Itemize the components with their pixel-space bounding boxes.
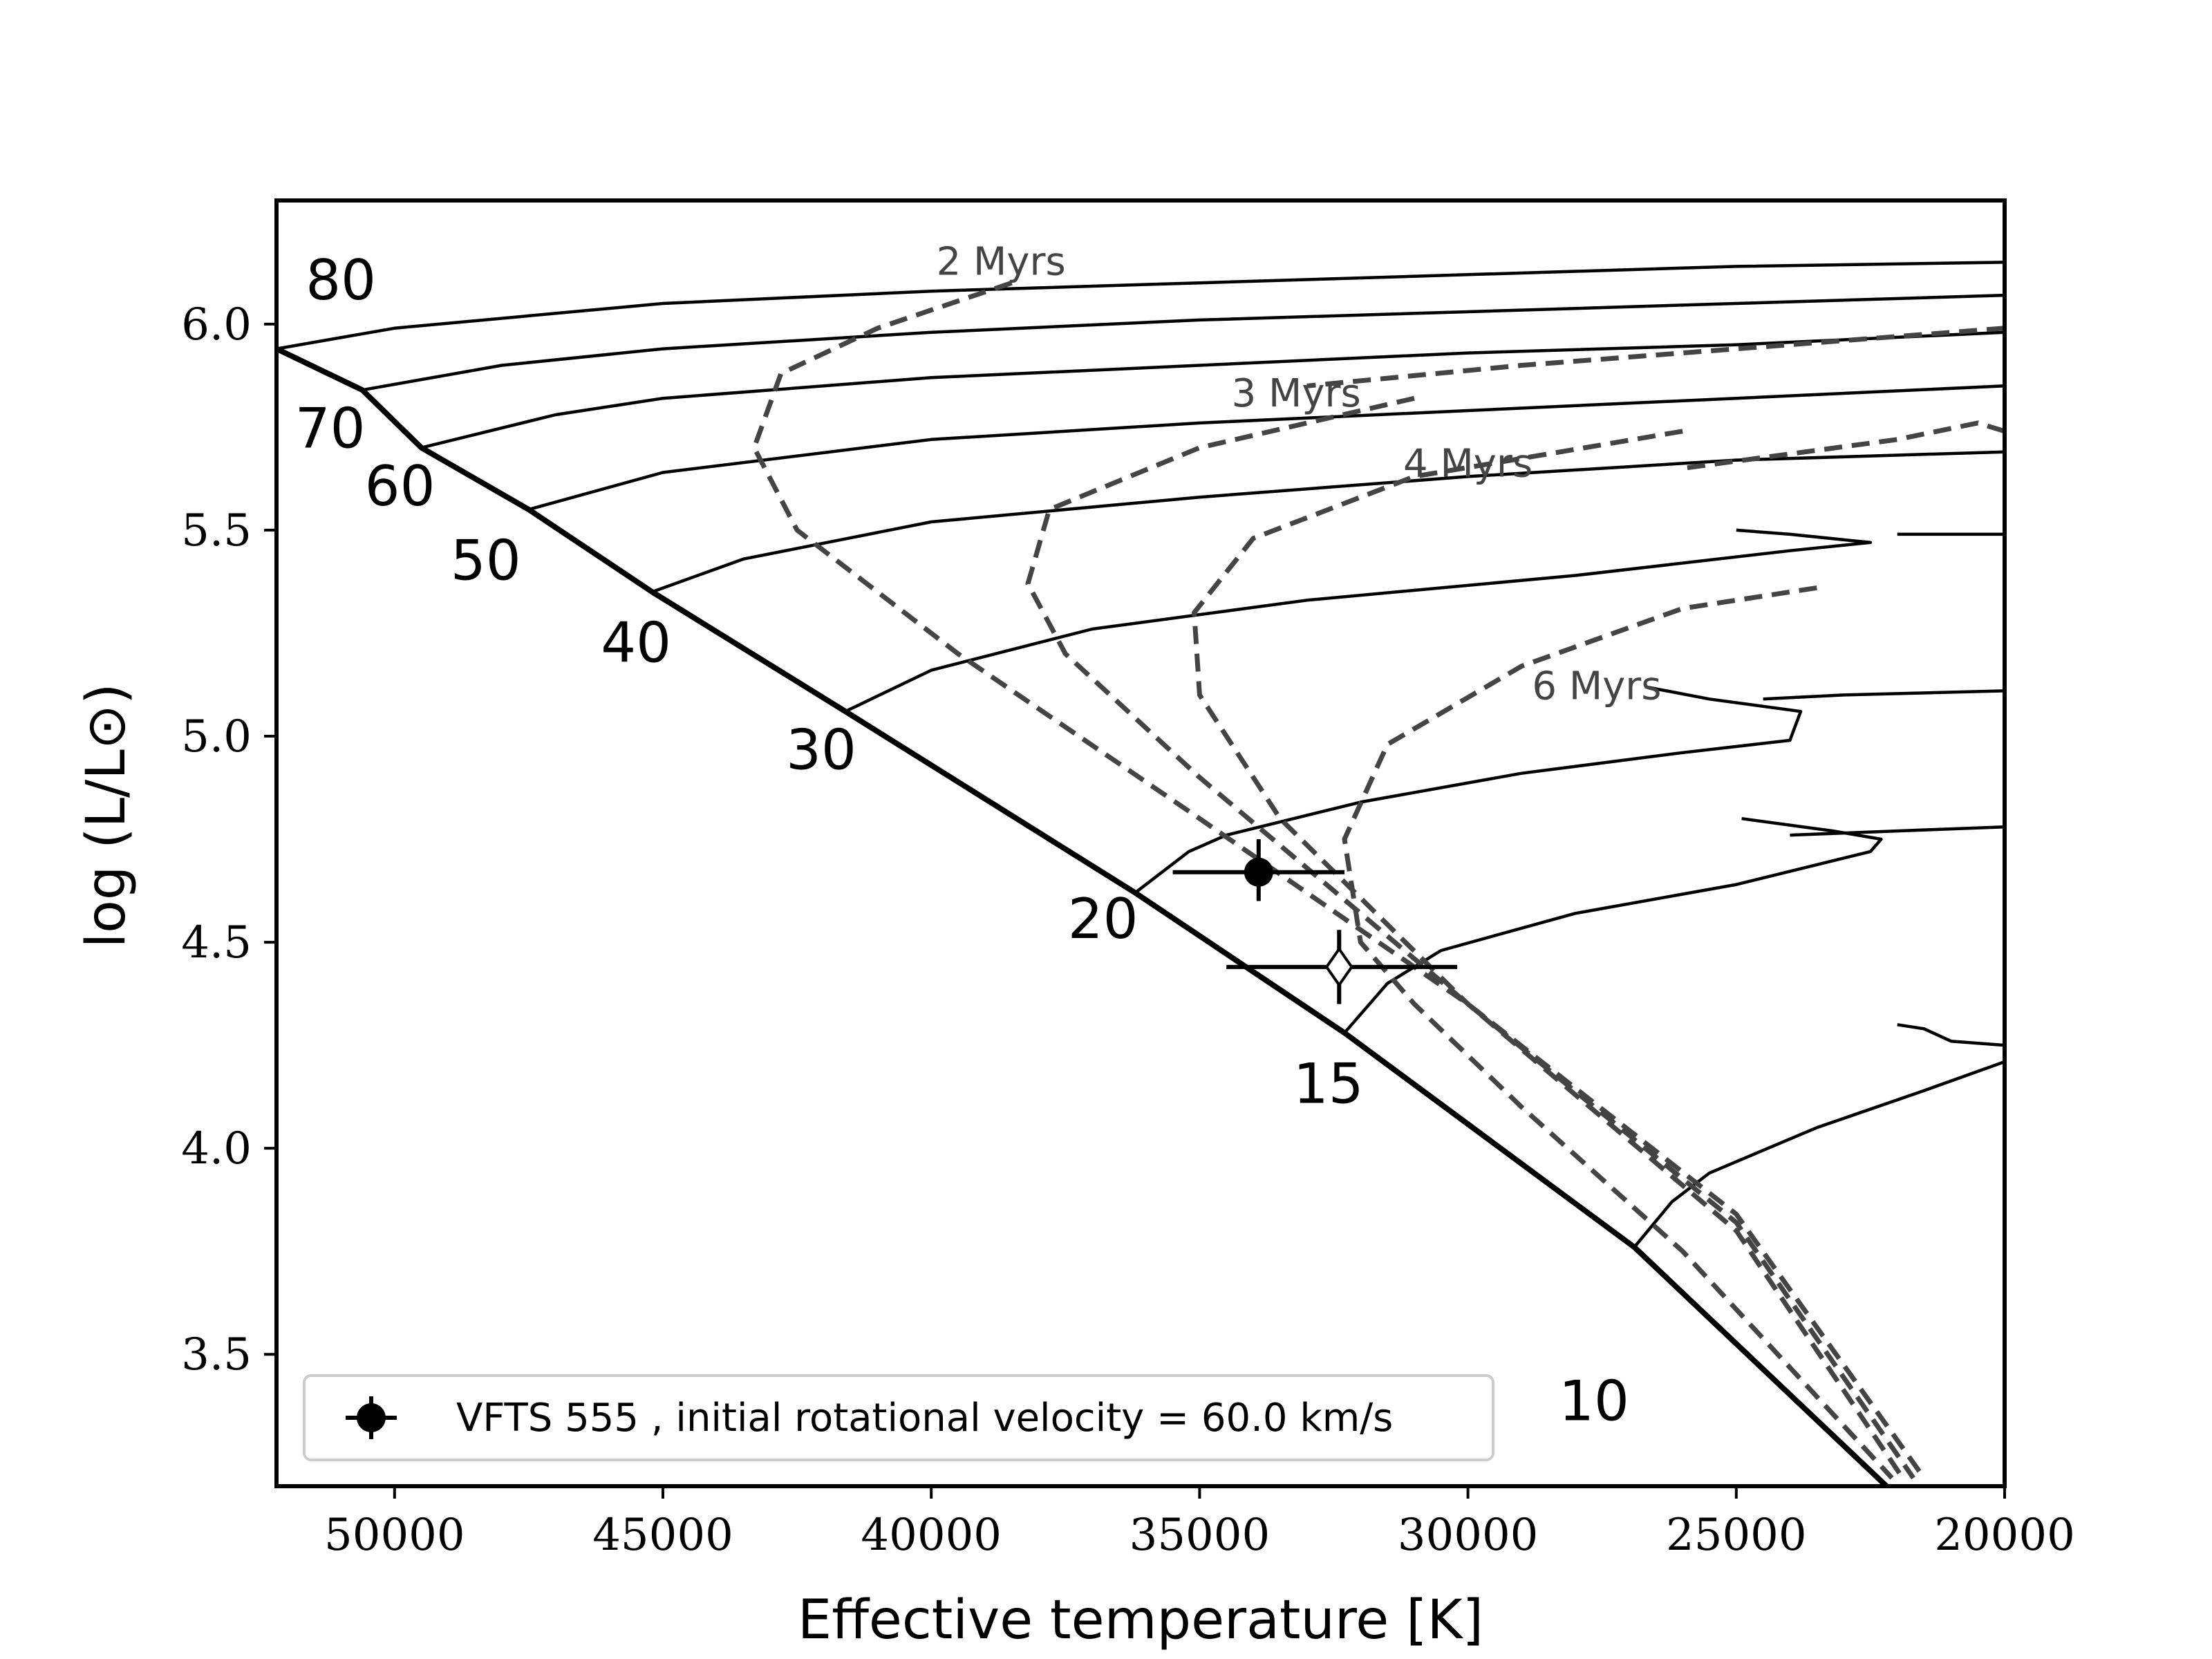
x-tick-label: 25000	[1666, 1510, 1807, 1561]
track-line	[528, 384, 2005, 512]
legend-marker	[357, 1403, 386, 1432]
track-line	[362, 293, 2005, 392]
y-tick-label: 3.5	[181, 1329, 252, 1380]
y-tick-label: 4.5	[181, 917, 252, 968]
y-tick-label: 4.0	[181, 1123, 252, 1174]
mass-label: 80	[306, 248, 376, 312]
track-line	[1343, 816, 1883, 1034]
x-axis-title: Effective temperature [K]	[798, 1589, 1483, 1651]
track-line	[1790, 825, 2005, 837]
x-tick-label: 30000	[1398, 1510, 1539, 1561]
chart-lines	[276, 261, 2005, 1486]
isochrone-line	[1682, 420, 2005, 471]
isochrone-label: 3 Myrs	[1232, 371, 1361, 416]
legend: VFTS 555 , initial rotational velocity =…	[303, 1374, 1494, 1461]
y-tick-label: 5.0	[181, 711, 252, 762]
track-line	[651, 450, 2005, 594]
isochrone-label: 2 Myrs	[937, 239, 1066, 284]
mass-label: 15	[1293, 1052, 1364, 1116]
x-tick-label: 35000	[1130, 1510, 1271, 1561]
zams-line	[276, 346, 1888, 1486]
x-tick-label: 20000	[1934, 1510, 2075, 1561]
track-line	[276, 261, 2005, 350]
isochrone-label: 4 Myrs	[1403, 441, 1533, 486]
isochrone-line	[1306, 326, 2005, 388]
chart-points	[1172, 839, 1458, 1004]
chart-axes: 50000 45000 40000 35000 30000 25000 20000 3.5 4.…	[181, 198, 2075, 1561]
model-point-marker	[1324, 946, 1353, 988]
track-line	[1633, 1060, 2005, 1248]
track-line	[1134, 685, 1803, 894]
track-line	[1897, 1023, 2005, 1047]
track-line	[421, 330, 2005, 449]
observed-point-marker	[1244, 857, 1273, 887]
isochrone-line	[1025, 395, 1915, 1480]
isochrone-line	[751, 280, 1927, 1480]
x-tick-label: 50000	[324, 1510, 465, 1561]
plot-frame	[274, 198, 2007, 1488]
mass-label: 10	[1559, 1369, 1629, 1434]
track-line	[845, 528, 1873, 713]
isochrone-label: 6 Myrs	[1532, 664, 1661, 709]
mass-label: 50	[451, 528, 521, 592]
isochrone-line	[1192, 429, 1905, 1480]
mass-label: 20	[1068, 887, 1138, 951]
isochrone-line	[1342, 585, 1894, 1480]
mass-label: 40	[601, 611, 671, 675]
mass-label: 30	[786, 718, 856, 782]
legend-box	[303, 1374, 1494, 1461]
x-tick-label: 40000	[861, 1510, 1002, 1561]
x-tick-label: 45000	[592, 1510, 733, 1561]
legend-label: VFTS 555 , initial rotational velocity =…	[456, 1396, 1393, 1441]
y-tick-label: 5.5	[181, 505, 252, 556]
mass-label: 70	[295, 397, 366, 461]
y-axis-title: log (L/L⊙)	[75, 683, 138, 948]
mass-label: 60	[365, 454, 435, 518]
y-tick-label: 6.0	[181, 299, 252, 350]
track-line	[1763, 689, 2005, 701]
